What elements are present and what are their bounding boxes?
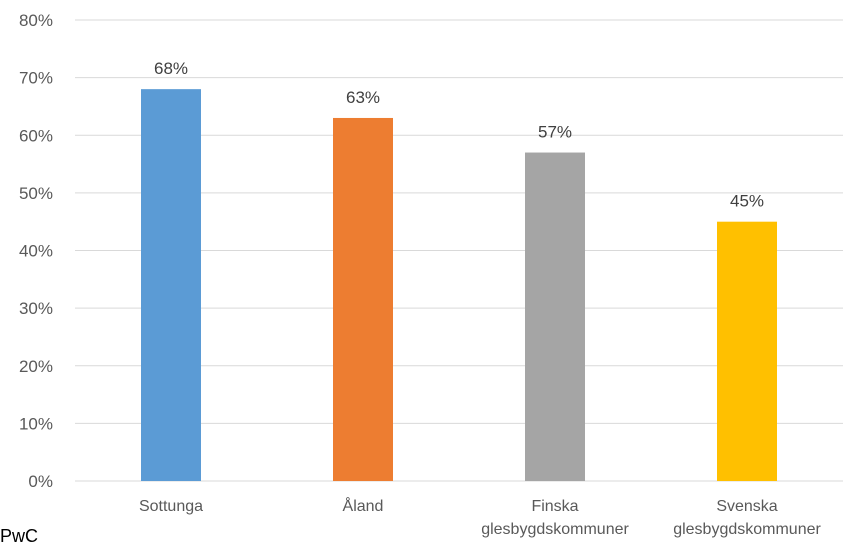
category-label: glesbygdskommuner <box>673 521 821 538</box>
data-label: 57% <box>538 123 572 142</box>
source-label: PwC <box>0 526 39 546</box>
y-tick-label: 40% <box>19 242 53 261</box>
y-axis-tick-labels: 0% 10% 20% 30% 40% 50% 60% 70% 80% <box>19 11 53 491</box>
bar <box>717 221 777 481</box>
y-tick-label: 30% <box>19 299 53 318</box>
category-label: Finska <box>531 498 578 515</box>
bar <box>141 89 201 482</box>
y-tick-label: 80% <box>19 11 53 30</box>
category-label: glesbygdskommuner <box>481 521 629 538</box>
category-label: Svenska <box>716 498 777 515</box>
bar <box>525 152 585 481</box>
y-tick-label: 10% <box>19 414 53 433</box>
data-label: 68% <box>154 59 188 78</box>
data-label: 45% <box>730 192 764 211</box>
category-label: Åland <box>343 496 384 515</box>
y-tick-label: 0% <box>28 472 53 491</box>
category-label: Sottunga <box>139 498 203 515</box>
y-tick-label: 60% <box>19 126 53 145</box>
data-labels: 68% 63% 57% 45% <box>154 59 764 211</box>
gridlines <box>75 19 843 482</box>
data-label: 63% <box>346 88 380 107</box>
bar <box>333 117 393 482</box>
bars <box>141 89 777 482</box>
y-tick-label: 50% <box>19 184 53 203</box>
y-tick-label: 20% <box>19 357 53 376</box>
y-tick-label: 70% <box>19 69 53 88</box>
category-labels: Sottunga Åland Finska glesbygdskommuner Sven… <box>139 496 822 538</box>
